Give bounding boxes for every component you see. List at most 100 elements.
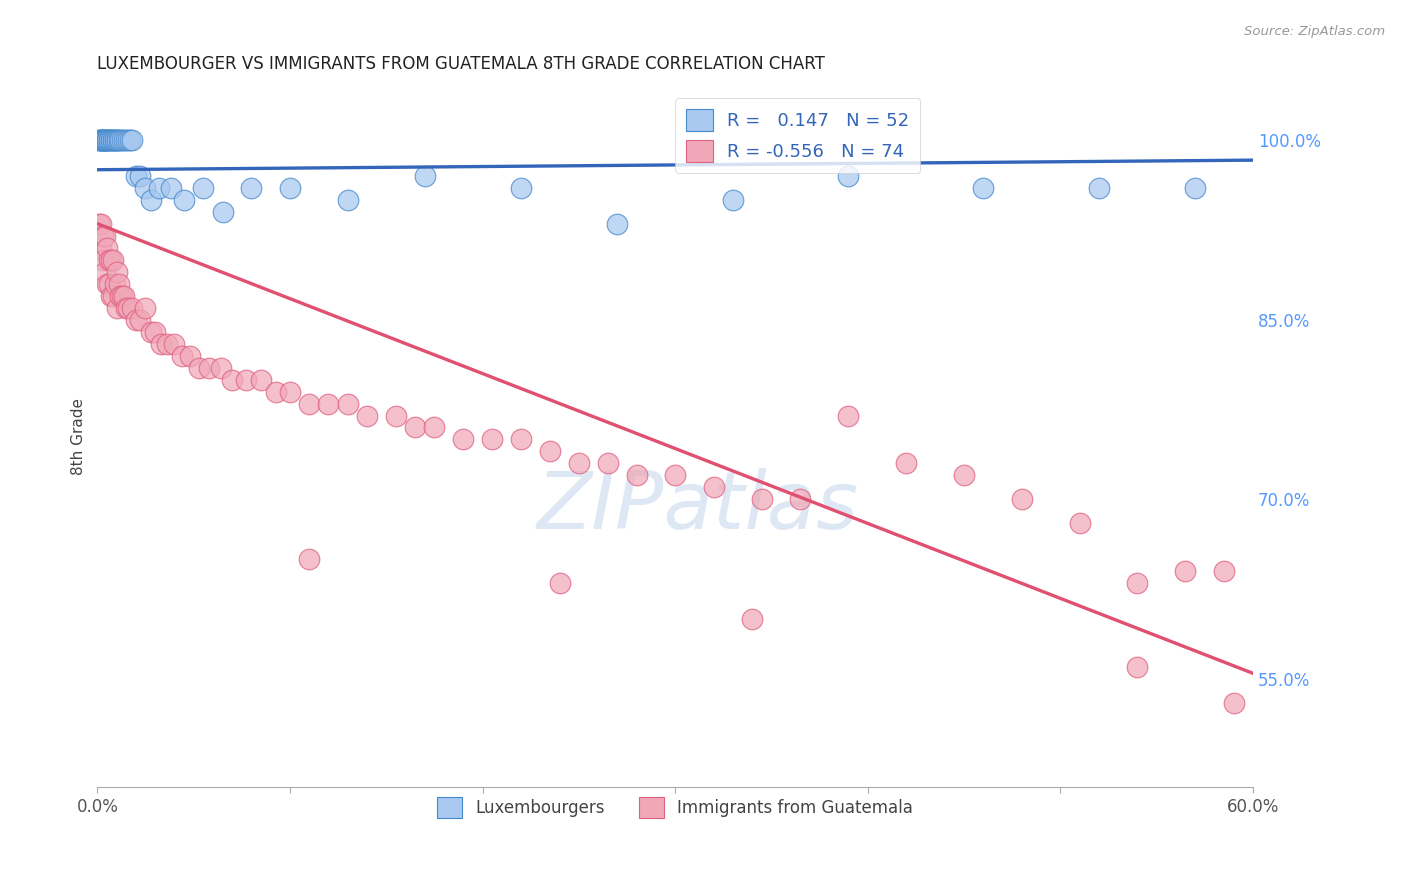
Point [100, 133, 122, 147]
Point [101, 133, 124, 147]
Point [94, 133, 117, 147]
Legend: Luxembourgers, Immigrants from Guatemala: Luxembourgers, Immigrants from Guatemala [430, 790, 920, 824]
Point [100, 288, 122, 302]
Point [703, 480, 725, 494]
Point [90, 217, 112, 231]
Point [105, 133, 128, 147]
Point [423, 420, 446, 434]
Point [188, 360, 211, 375]
Point [128, 169, 150, 183]
Point [107, 133, 129, 147]
Point [97, 252, 120, 267]
Point [278, 384, 301, 399]
Point [91, 228, 114, 243]
Point [789, 492, 811, 507]
Point [1184, 180, 1206, 194]
Point [128, 312, 150, 326]
Point [721, 193, 744, 207]
Point [179, 349, 201, 363]
Point [510, 180, 533, 194]
Point [91, 133, 114, 147]
Point [141, 325, 163, 339]
Point [413, 169, 436, 183]
Point [193, 180, 215, 194]
Point [972, 180, 994, 194]
Point [143, 325, 166, 339]
Point [404, 420, 426, 434]
Point [94, 133, 117, 147]
Point [90, 133, 112, 147]
Point [96, 133, 118, 147]
Point [110, 133, 132, 147]
Point [101, 133, 124, 147]
Point [117, 133, 139, 147]
Point [89, 217, 111, 231]
Y-axis label: 8th Grade: 8th Grade [72, 398, 86, 475]
Point [91, 133, 114, 147]
Point [94, 265, 117, 279]
Text: ZIPatlas: ZIPatlas [537, 467, 859, 546]
Point [953, 468, 976, 483]
Point [385, 409, 408, 423]
Point [97, 133, 120, 147]
Point [104, 133, 127, 147]
Point [96, 133, 118, 147]
Point [115, 301, 138, 315]
Point [101, 288, 124, 302]
Point [356, 409, 378, 423]
Point [125, 312, 148, 326]
Point [90, 133, 112, 147]
Point [1069, 516, 1091, 531]
Point [107, 277, 129, 291]
Point [172, 349, 194, 363]
Point [235, 372, 257, 386]
Point [1222, 696, 1244, 710]
Point [100, 252, 122, 267]
Point [451, 433, 474, 447]
Point [606, 217, 628, 231]
Point [121, 301, 143, 315]
Point [148, 180, 170, 194]
Point [96, 133, 118, 147]
Point [298, 396, 321, 410]
Point [336, 193, 359, 207]
Point [111, 288, 134, 302]
Point [121, 133, 143, 147]
Point [96, 241, 118, 255]
Text: LUXEMBOURGER VS IMMIGRANTS FROM GUATEMALA 8TH GRADE CORRELATION CHART: LUXEMBOURGER VS IMMIGRANTS FROM GUATEMAL… [97, 55, 825, 73]
Point [481, 433, 503, 447]
Point [837, 169, 859, 183]
Point [97, 133, 120, 147]
Point [1126, 660, 1149, 674]
Point [105, 301, 128, 315]
Point [89, 133, 111, 147]
Point [751, 492, 773, 507]
Point [1087, 180, 1109, 194]
Point [664, 468, 686, 483]
Point [298, 552, 321, 566]
Point [91, 252, 114, 267]
Point [141, 193, 163, 207]
Point [134, 301, 156, 315]
Point [134, 180, 156, 194]
Point [125, 169, 148, 183]
Point [741, 612, 763, 626]
Point [568, 457, 591, 471]
Point [101, 252, 124, 267]
Point [1011, 492, 1033, 507]
Point [896, 457, 918, 471]
Point [318, 396, 340, 410]
Point [90, 133, 112, 147]
Text: Source: ZipAtlas.com: Source: ZipAtlas.com [1244, 25, 1385, 38]
Point [548, 576, 571, 591]
Point [100, 133, 122, 147]
Point [90, 241, 112, 255]
Point [266, 384, 288, 399]
Point [96, 277, 118, 291]
Point [112, 288, 135, 302]
Point [117, 301, 139, 315]
Point [510, 433, 533, 447]
Point [198, 360, 221, 375]
Point [1213, 565, 1236, 579]
Point [538, 444, 561, 458]
